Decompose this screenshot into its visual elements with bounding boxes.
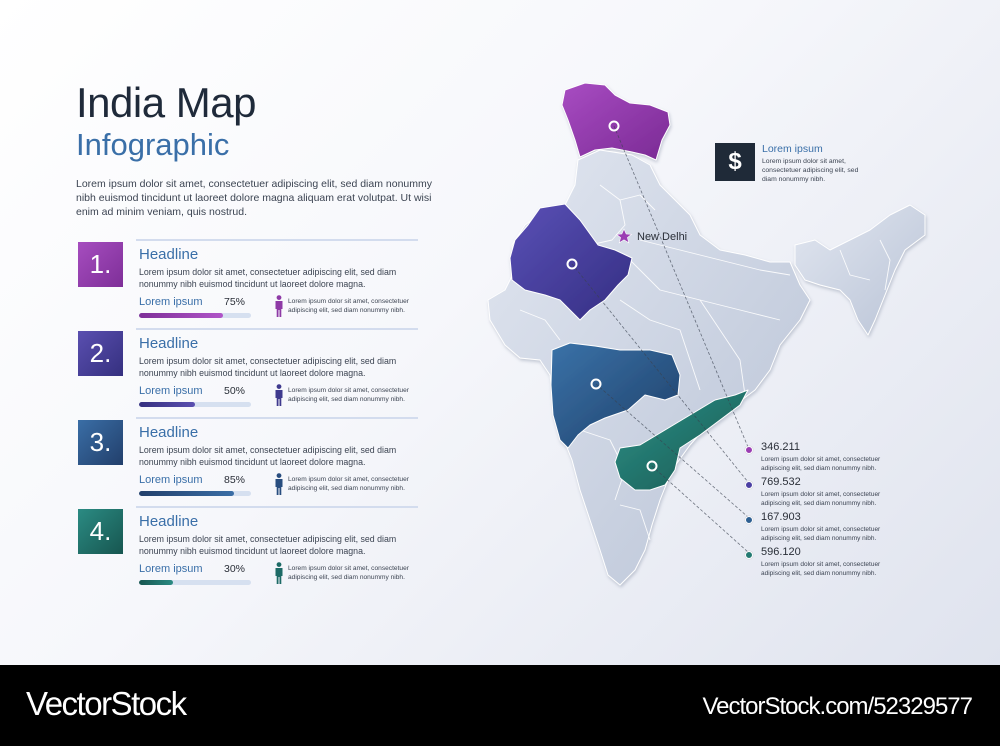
stat-text: Lorem ipsum dolor sit amet, consectetuer… — [761, 526, 881, 542]
progress-fill — [139, 402, 195, 407]
divider — [136, 328, 418, 330]
stat-dot — [745, 551, 753, 559]
region-rajasthan — [509, 203, 633, 321]
divider — [136, 506, 418, 508]
metric-percent: 75% — [224, 296, 246, 308]
list-item-4: 4. Headline Lorem ipsum dolor sit amet, … — [76, 506, 421, 594]
stat-text: Lorem ipsum dolor sit amet, consectetuer… — [761, 456, 881, 472]
headline: Headline — [139, 335, 199, 352]
progress-fill — [139, 491, 235, 496]
side-note: Lorem ipsum dolor sit amet, consectetuer… — [288, 565, 409, 581]
stat-value: 346.211 — [761, 441, 800, 453]
marker-andhra-pradesh — [646, 460, 658, 472]
number-badge: 4. — [78, 509, 123, 554]
number-badge: 3. — [78, 420, 123, 465]
progress-fill — [139, 313, 223, 318]
headline: Headline — [139, 246, 199, 263]
metric-percent: 50% — [224, 385, 246, 397]
callout-text: Lorem ipsum dolor sit amet, consectetuer… — [762, 158, 859, 183]
metric-label: Lorem ipsum — [139, 385, 203, 397]
dollar-icon: $ — [715, 143, 755, 181]
stat-dot — [745, 481, 753, 489]
metric-label: Lorem ipsum — [139, 296, 203, 308]
number-badge: 1. — [78, 242, 123, 287]
side-note: Lorem ipsum dolor sit amet, consectetuer… — [288, 476, 409, 492]
person-icon — [275, 295, 283, 317]
stat-value: 596.120 — [761, 546, 801, 558]
description: Lorem ipsum dolor sit amet, consectetuer… — [139, 534, 397, 556]
metric-label: Lorem ipsum — [139, 563, 203, 575]
list-item-1: 1. Headline Lorem ipsum dolor sit amet, … — [76, 239, 421, 327]
marker-rajasthan — [566, 258, 578, 270]
page-title: India Map — [76, 79, 256, 126]
intro-text: Lorem ipsum dolor sit amet, consectetuer… — [76, 178, 432, 218]
stat-value: 167.903 — [761, 511, 801, 523]
watermark-footer: VectorStock VectorStock.com/52329577 — [0, 665, 1000, 746]
divider — [136, 417, 418, 419]
metric-percent: 85% — [224, 474, 246, 486]
list-item-3: 3. Headline Lorem ipsum dolor sit amet, … — [76, 417, 421, 505]
capital-label: New Delhi — [637, 231, 688, 243]
infographic-canvas: India Map Infographic Lorem ipsum dolor … — [0, 0, 1000, 665]
number-badge: 2. — [78, 331, 123, 376]
description: Lorem ipsum dolor sit amet, consectetuer… — [139, 356, 397, 378]
stat-text: Lorem ipsum dolor sit amet, consectetuer… — [761, 561, 881, 577]
stat-text: Lorem ipsum dolor sit amet, consectetuer… — [761, 491, 881, 507]
person-icon — [275, 562, 283, 584]
page-subtitle: Infographic — [76, 127, 230, 162]
metric-label: Lorem ipsum — [139, 474, 203, 486]
marker-jammu-kashmir — [608, 120, 620, 132]
person-icon — [275, 384, 283, 406]
progress-bar — [139, 313, 251, 318]
star-icon — [615, 228, 633, 244]
progress-bar — [139, 580, 251, 585]
description: Lorem ipsum dolor sit amet, consectetuer… — [139, 267, 397, 289]
marker-maharashtra — [590, 378, 602, 390]
side-note: Lorem ipsum dolor sit amet, consectetuer… — [288, 387, 409, 403]
image-reference: VectorStock.com/52329577 — [702, 693, 973, 720]
metric-percent: 30% — [224, 563, 246, 575]
stat-dot — [745, 516, 753, 524]
callout-title: Lorem ipsum — [762, 143, 823, 155]
description: Lorem ipsum dolor sit amet, consectetuer… — [139, 445, 397, 467]
northeast-region — [794, 204, 926, 336]
brand-logo: VectorStock — [26, 685, 187, 722]
progress-bar — [139, 402, 251, 407]
side-note: Lorem ipsum dolor sit amet, consectetuer… — [288, 298, 409, 314]
divider — [136, 239, 418, 241]
headline: Headline — [139, 424, 199, 441]
list-item-2: 2. Headline Lorem ipsum dolor sit amet, … — [76, 328, 421, 416]
india-map — [487, 82, 926, 586]
person-icon — [275, 473, 283, 495]
stat-value: 769.532 — [761, 476, 801, 488]
stat-dot — [745, 446, 753, 454]
headline: Headline — [139, 513, 199, 530]
progress-fill — [139, 580, 173, 585]
progress-bar — [139, 491, 251, 496]
region-maharashtra — [550, 342, 681, 449]
